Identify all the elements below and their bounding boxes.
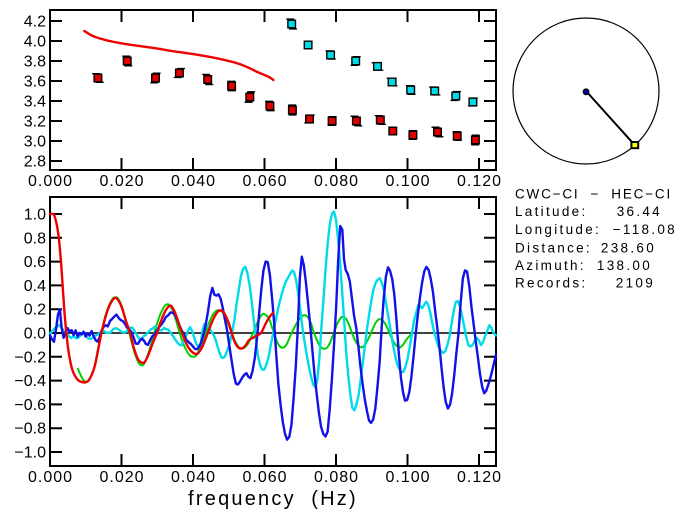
svg-text:−118.08: −118.08 (613, 222, 677, 237)
svg-text:3.8: 3.8 (24, 54, 46, 71)
svg-text:0.020: 0.020 (99, 469, 144, 486)
svg-text:Records:: Records: (515, 276, 587, 291)
svg-text:CWC−CI − HEC−CI: CWC−CI − HEC−CI (515, 186, 672, 201)
svg-text:Longitude:: Longitude: (515, 222, 601, 237)
svg-text:0.120: 0.120 (457, 173, 502, 190)
svg-text:0.2: 0.2 (24, 302, 46, 319)
svg-text:3.0: 3.0 (24, 134, 46, 151)
svg-text:4.0: 4.0 (24, 34, 46, 51)
svg-text:0.0: 0.0 (24, 326, 46, 343)
svg-text:4.2: 4.2 (24, 14, 46, 31)
svg-text:0.6: 0.6 (24, 254, 46, 271)
svg-text:−0.6: −0.6 (14, 397, 46, 414)
svg-text:0.060: 0.060 (242, 469, 287, 486)
svg-text:0.100: 0.100 (385, 173, 430, 190)
svg-text:0.120: 0.120 (457, 469, 502, 486)
svg-text:138.00: 138.00 (597, 258, 652, 273)
svg-text:Distance:: Distance: (515, 240, 592, 255)
svg-text:−1.0: −1.0 (14, 445, 46, 462)
svg-text:0.080: 0.080 (314, 469, 359, 486)
svg-text:2109: 2109 (616, 276, 655, 291)
svg-text:0.100: 0.100 (385, 469, 430, 486)
svg-text:36.44: 36.44 (617, 204, 662, 219)
svg-text:0.060: 0.060 (242, 173, 287, 190)
svg-text:−0.8: −0.8 (14, 421, 46, 438)
svg-text:0.040: 0.040 (171, 173, 216, 190)
svg-text:−0.4: −0.4 (14, 373, 46, 390)
svg-text:3.2: 3.2 (24, 114, 46, 131)
svg-text:3.4: 3.4 (24, 94, 46, 111)
svg-text:1.0: 1.0 (24, 207, 46, 224)
svg-text:0.4: 0.4 (24, 278, 46, 295)
svg-text:Latitude:: Latitude: (515, 204, 588, 219)
svg-text:0.080: 0.080 (314, 173, 359, 190)
svg-text:0.020: 0.020 (99, 173, 144, 190)
svg-text:238.60: 238.60 (601, 240, 656, 255)
svg-text:0.000: 0.000 (28, 173, 73, 190)
svg-text:Azimuth:: Azimuth: (515, 258, 586, 273)
svg-text:3.6: 3.6 (24, 74, 46, 91)
svg-text:0.8: 0.8 (24, 230, 46, 247)
svg-text:0.040: 0.040 (171, 469, 216, 486)
svg-text:frequency (Hz): frequency (Hz) (188, 488, 358, 510)
svg-text:2.8: 2.8 (24, 154, 46, 171)
svg-text:0.000: 0.000 (28, 469, 73, 486)
svg-text:−0.2: −0.2 (14, 349, 46, 366)
